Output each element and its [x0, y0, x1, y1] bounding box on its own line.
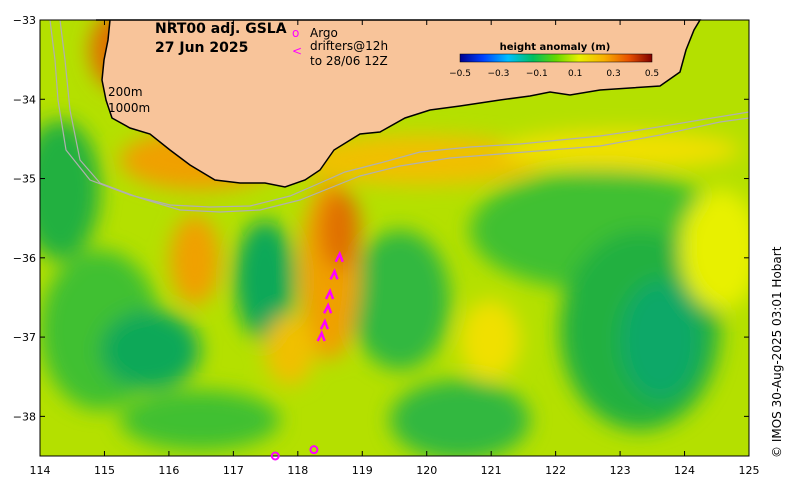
argo-float-marker: [270, 451, 280, 461]
y-tick-label: −36: [13, 252, 36, 265]
argo-floats: [270, 445, 319, 461]
colorbar-tick-label: −0.3: [487, 69, 509, 79]
isobath-lines: [49, 19, 750, 213]
y-tick-label: −35: [13, 173, 36, 186]
colorbar-gradient: [459, 53, 653, 63]
drifter-legend-date: to 28/06 12Z: [310, 54, 388, 68]
x-tick-label: 123: [610, 464, 631, 477]
colorbar-tick-label: 0.3: [606, 69, 620, 79]
colorbar: height anomaly (m) −0.5 −0.3 −0.1 0.1 0.3 0.5: [449, 42, 659, 79]
drifter-marker: [319, 318, 330, 330]
symbol-legend: o Argo < drifters@12h to 28/06 12Z: [292, 26, 388, 68]
x-tick-label: 118: [287, 464, 308, 477]
y-tick-label: −34: [13, 93, 36, 106]
argo-float-marker: [309, 445, 319, 455]
colorbar-tick-label: 0.5: [645, 69, 659, 79]
x-tick-label: 120: [416, 464, 437, 477]
y-tick-label: −37: [13, 331, 36, 344]
x-tick-label: 115: [94, 464, 115, 477]
x-tick-label: 121: [481, 464, 502, 477]
drifter-symbol: <: [292, 44, 302, 58]
colorbar-tick-label: −0.5: [449, 69, 471, 79]
drifter-marker: [329, 268, 339, 280]
credit-text: © IMOS 30-Aug-2025 03:01 Hobart: [770, 246, 784, 458]
colorbar-tick-label: 0.1: [568, 69, 582, 79]
y-axis: −33 −34 −35 −36 −37 −38: [13, 14, 749, 423]
argo-legend-label: Argo: [310, 26, 338, 40]
map-frame: [39, 19, 750, 457]
map-date: 27 Jun 2025: [155, 40, 248, 56]
map-title: NRT00 adj. GSLA: [155, 21, 287, 37]
isobath-label-200m: 200m: [108, 85, 143, 99]
colorbar-tick-label: −0.1: [526, 69, 548, 79]
x-tick-label: 116: [158, 464, 179, 477]
colorbar-title: height anomaly (m): [500, 42, 611, 53]
x-tick-label: 125: [739, 464, 760, 477]
drifter-track: [316, 250, 344, 342]
argo-symbol: o: [292, 26, 299, 40]
drifter-marker: [324, 287, 335, 300]
isobath-label-1000m: 1000m: [108, 101, 150, 115]
x-tick-label: 114: [30, 464, 51, 477]
x-tick-label: 117: [223, 464, 244, 477]
x-tick-label: 122: [545, 464, 566, 477]
drifter-marker: [334, 250, 344, 263]
x-tick-label: 124: [674, 464, 695, 477]
x-axis: 114 115 116 117 118 119 120 121 122 123 124 125: [30, 20, 760, 477]
drifter-legend-label: drifters@12h: [310, 39, 388, 53]
y-tick-label: −33: [13, 14, 36, 27]
y-tick-label: −38: [13, 410, 36, 423]
drifter-marker: [316, 329, 326, 342]
drifter-marker: [322, 302, 333, 314]
x-tick-label: 119: [352, 464, 373, 477]
